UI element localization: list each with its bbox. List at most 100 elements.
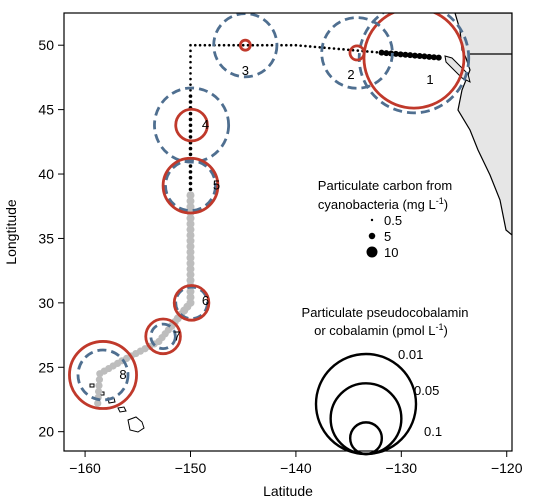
carbon-point — [188, 146, 193, 151]
x-tick-label: −120 — [491, 460, 523, 476]
carbon-point — [370, 50, 374, 54]
cobalamin-legend-symbol — [329, 382, 403, 456]
carbon-point — [318, 45, 322, 49]
cobalamin-legend-title-1: Particulate pseudocobalamin — [302, 305, 469, 320]
station-label: 1 — [426, 72, 433, 87]
carbon-point — [188, 187, 193, 192]
carbon-point — [94, 399, 102, 407]
carbon-point — [337, 47, 341, 51]
cobalamin-legend-label: 0.05 — [414, 383, 439, 398]
station-label: 3 — [242, 63, 249, 78]
carbon-point — [186, 265, 195, 274]
carbon-point — [366, 50, 369, 53]
carbon-point — [189, 83, 192, 86]
station-label: 8 — [119, 367, 126, 382]
carbon-point — [186, 287, 195, 296]
carbon-point — [189, 88, 192, 92]
carbon-point — [188, 170, 193, 174]
x-tick-label: −150 — [175, 460, 207, 476]
carbon-point — [189, 60, 192, 64]
carbon-point — [188, 175, 193, 180]
carbon-point — [186, 202, 195, 211]
carbon-point — [356, 49, 360, 52]
cobalamin-circle — [68, 340, 138, 410]
carbon-point — [332, 47, 336, 50]
cobalamin-legend-label: 0.01 — [398, 347, 423, 362]
cobalamin-circle — [348, 44, 366, 62]
carbon-legend-symbol — [370, 218, 374, 222]
carbon-point — [188, 164, 193, 168]
carbon-point — [289, 43, 293, 47]
carbon-point — [265, 43, 269, 47]
carbon-point — [186, 298, 195, 307]
carbon-point — [294, 43, 298, 47]
carbon-point — [186, 197, 195, 206]
cobalamin-legend-label: 0.1 — [424, 424, 442, 439]
carbon-point — [189, 43, 192, 47]
carbon-point — [186, 231, 195, 240]
carbon-point — [227, 43, 231, 47]
y-tick-label: 35 — [38, 230, 54, 246]
carbon-point — [94, 387, 103, 396]
carbon-legend-title-1: Particulate carbon from — [318, 178, 452, 193]
carbon-point — [402, 51, 409, 58]
carbon-point — [285, 43, 288, 47]
carbon-point — [261, 43, 264, 47]
carbon-point — [189, 55, 192, 58]
y-axis-title: Longtitude — [3, 199, 19, 265]
station-labels: 1 2 3 4 5 6 7 8 — [119, 63, 433, 382]
carbon-point — [232, 43, 235, 47]
carbon-point — [188, 152, 193, 157]
carbon-point — [95, 376, 104, 384]
station-label: 6 — [202, 293, 209, 308]
carbon-legend-title-2: cyanobacteria (mg L-1) — [318, 196, 448, 212]
vancouver-island — [444, 55, 471, 83]
carbon-point — [186, 293, 195, 302]
carbon-point — [186, 214, 195, 223]
carbon-point — [435, 54, 442, 61]
carbon-point — [186, 242, 195, 251]
carbon-point — [186, 259, 195, 268]
carbon-point — [411, 52, 418, 59]
carbon-point — [375, 50, 379, 54]
carbon-point — [416, 53, 423, 60]
carbon-point — [186, 219, 195, 228]
carbon-point — [308, 45, 312, 48]
carbon-point — [426, 53, 433, 60]
carbon-point — [323, 46, 326, 49]
carbon-point — [188, 181, 193, 186]
y-tick-label: 25 — [38, 359, 54, 375]
x-tick-label: −140 — [280, 460, 312, 476]
y-tick-label: 45 — [38, 102, 54, 118]
pseudocobalamin-circle — [357, 13, 471, 115]
carbon-point — [188, 117, 193, 122]
carbon-point — [392, 50, 399, 57]
carbon-point — [421, 53, 428, 60]
carbon-point — [256, 43, 259, 47]
y-tick-label: 20 — [38, 424, 54, 440]
carbon-point — [186, 225, 195, 234]
carbon-point — [186, 236, 195, 245]
x-tick-label: −160 — [69, 460, 101, 476]
station-label: 7 — [173, 328, 180, 343]
cobalamin-legend-symbol — [348, 421, 384, 456]
carbon-legend-label: 10 — [384, 245, 398, 260]
cobalamin-legend-title-2: or cobalamin (pmol L-1) — [314, 322, 448, 338]
carbon-point — [188, 111, 193, 116]
cobalamin-circle — [172, 284, 211, 322]
pseudocobalamin-circle — [76, 348, 130, 402]
carbon-legend-label: 5 — [384, 229, 391, 244]
y-tick-label: 30 — [38, 295, 54, 311]
station-label: 2 — [347, 67, 354, 82]
pseudocobalamin-circle — [149, 322, 177, 350]
carbon-point — [193, 43, 197, 47]
pseudocobalamin-circle — [164, 159, 217, 213]
carbon-point — [251, 43, 255, 47]
carbon-legend-symbol — [366, 246, 378, 258]
cobalamin-legend-symbol — [314, 352, 418, 456]
carbon-point — [198, 43, 202, 47]
carbon-point — [188, 123, 193, 128]
carbon-point — [189, 49, 192, 53]
